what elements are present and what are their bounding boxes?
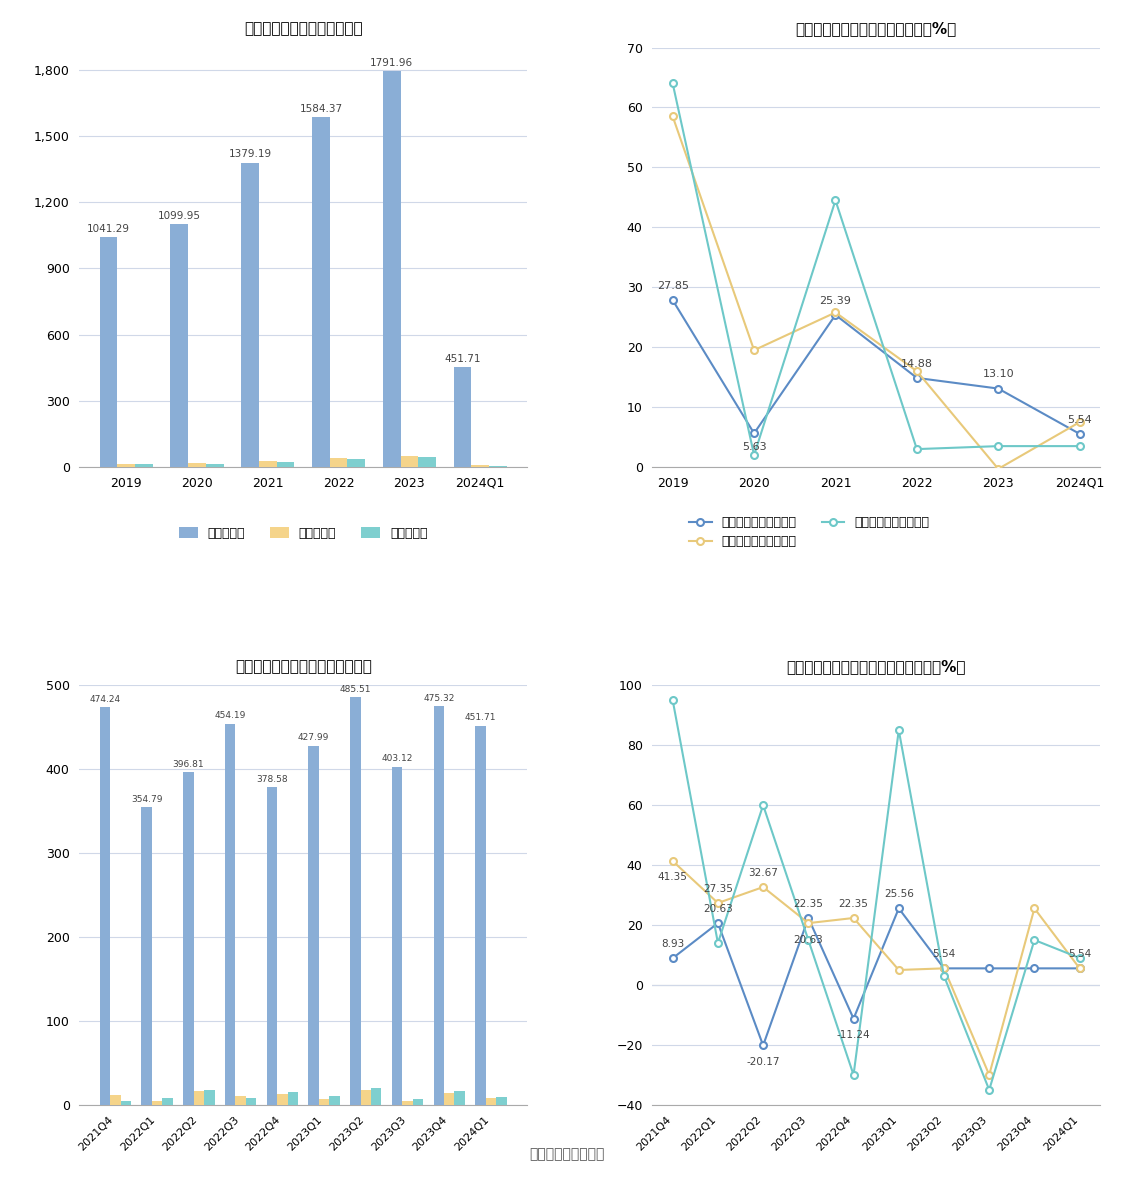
Text: -20.17: -20.17	[746, 1057, 780, 1067]
Text: 22.35: 22.35	[794, 899, 823, 909]
Text: 27.85: 27.85	[657, 282, 688, 291]
Text: 20.63: 20.63	[703, 904, 733, 914]
Text: 1584.37: 1584.37	[299, 103, 342, 114]
Text: 25.56: 25.56	[883, 890, 914, 899]
Legend: 营业总收入, 归母净利润, 扣非净利润: 营业总收入, 归母净利润, 扣非净利润	[174, 522, 432, 545]
Bar	[184, 772, 194, 1105]
Bar	[242, 163, 259, 467]
Title: 营收、净利季度变动情况（亿元）: 营收、净利季度变动情况（亿元）	[235, 659, 372, 675]
Text: 13.10: 13.10	[982, 369, 1014, 379]
Text: 354.79: 354.79	[130, 795, 162, 804]
Bar	[246, 1098, 256, 1105]
Title: 历年营收、净利同比增长率情况（%）: 历年营收、净利同比增长率情况（%）	[796, 21, 957, 37]
Bar	[472, 466, 489, 467]
Text: 22.35: 22.35	[839, 899, 869, 909]
Bar	[100, 238, 118, 467]
Bar	[371, 1088, 381, 1105]
Text: 32.67: 32.67	[748, 868, 778, 878]
Text: 5.54: 5.54	[932, 949, 956, 959]
Bar	[319, 1099, 329, 1105]
Text: 475.32: 475.32	[423, 694, 455, 702]
Text: 27.35: 27.35	[703, 884, 733, 893]
Title: 历年营收、净利情况（亿元）: 历年营收、净利情况（亿元）	[244, 21, 363, 37]
Text: 14.88: 14.88	[900, 359, 933, 368]
Bar	[135, 465, 153, 467]
Bar	[403, 1101, 413, 1105]
Bar	[118, 465, 135, 467]
Bar	[277, 1094, 288, 1105]
Text: 20.63: 20.63	[794, 935, 823, 944]
Text: 1041.29: 1041.29	[87, 223, 130, 234]
Text: 427.99: 427.99	[298, 733, 329, 742]
Text: 8.93: 8.93	[661, 939, 684, 949]
Bar	[455, 1092, 465, 1105]
Legend: 营业总收入同比增长率, 归母净利润同比增长率, 扣非净利润同比增长率: 营业总收入同比增长率, 归母净利润同比增长率, 扣非净利润同比增长率	[684, 511, 934, 554]
Bar	[266, 788, 277, 1105]
Text: 454.19: 454.19	[214, 712, 246, 720]
Bar	[361, 1089, 371, 1105]
Text: 1099.95: 1099.95	[158, 211, 201, 221]
Bar	[206, 463, 223, 467]
Text: 数据来源：恒生聚源: 数据来源：恒生聚源	[530, 1148, 604, 1162]
Text: 396.81: 396.81	[172, 759, 204, 769]
Bar	[120, 1100, 132, 1105]
Bar	[400, 456, 418, 467]
Bar	[433, 706, 445, 1105]
Text: 474.24: 474.24	[90, 695, 120, 703]
Bar	[194, 1092, 204, 1105]
Text: 451.71: 451.71	[465, 714, 497, 722]
Bar	[259, 461, 277, 467]
Text: 41.35: 41.35	[658, 872, 687, 883]
Bar	[110, 1095, 120, 1105]
Bar	[225, 723, 236, 1105]
Text: 1791.96: 1791.96	[370, 58, 413, 68]
Bar	[329, 1097, 340, 1105]
Text: 5.54: 5.54	[1067, 415, 1092, 425]
Bar	[312, 118, 330, 467]
Bar	[485, 1098, 497, 1105]
Bar	[383, 71, 400, 467]
Bar	[152, 1100, 162, 1105]
Bar	[100, 707, 110, 1105]
Text: 5.63: 5.63	[742, 442, 767, 451]
Bar	[418, 457, 435, 467]
Title: 营收、净利同比增长率季度变动情况（%）: 营收、净利同比增长率季度变动情况（%）	[786, 659, 966, 675]
Bar	[497, 1098, 507, 1105]
Bar	[330, 459, 347, 467]
Bar	[162, 1098, 172, 1105]
Bar	[204, 1089, 214, 1105]
Bar	[142, 807, 152, 1105]
Bar	[392, 766, 403, 1105]
Bar	[277, 462, 295, 467]
Text: 5.54: 5.54	[1068, 949, 1091, 959]
Bar	[188, 463, 206, 467]
Bar	[475, 726, 485, 1105]
Bar	[350, 697, 361, 1105]
Bar	[170, 225, 188, 467]
Text: -11.24: -11.24	[837, 1030, 871, 1040]
Bar	[445, 1093, 455, 1105]
Text: 485.51: 485.51	[339, 685, 371, 694]
Legend: 营业总收入同比增长率, 归母净利润同比增长率, 扣非净利润同比增长率: 营业总收入同比增长率, 归母净利润同比增长率, 扣非净利润同比增长率	[684, 1182, 934, 1188]
Bar	[288, 1092, 298, 1105]
Text: 403.12: 403.12	[381, 754, 413, 763]
Bar	[413, 1099, 423, 1105]
Bar	[347, 459, 365, 467]
Text: 25.39: 25.39	[820, 296, 852, 305]
Bar	[489, 466, 507, 467]
Text: 378.58: 378.58	[256, 775, 288, 784]
Text: 451.71: 451.71	[445, 354, 481, 364]
Bar	[236, 1097, 246, 1105]
Text: 1379.19: 1379.19	[229, 150, 272, 159]
Bar	[308, 746, 319, 1105]
Bar	[454, 367, 472, 467]
